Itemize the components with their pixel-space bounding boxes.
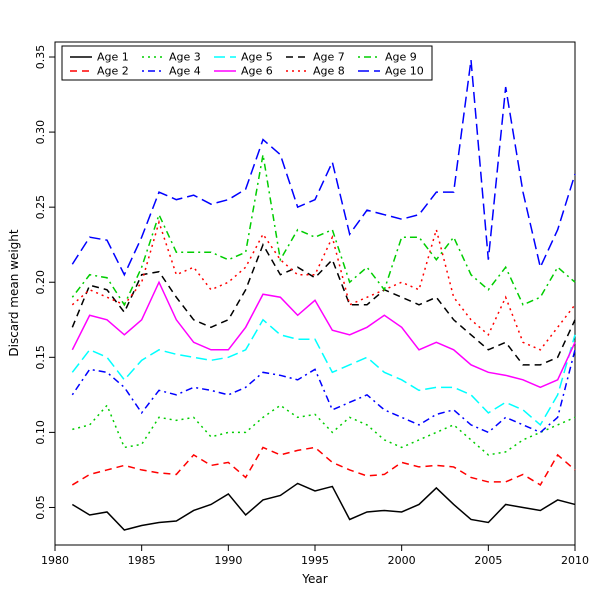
legend-box [61,45,433,81]
x-tick-label: 2000 [388,554,416,567]
legend-item-age-3: Age 3 [142,51,201,64]
y-tick-label: 0.25 [34,195,47,220]
legend-label: Age 6 [241,65,273,78]
legend-item-age-1: Age 1 [70,51,129,64]
legend-label: Age 1 [97,51,129,64]
legend-label: Age 4 [169,65,201,78]
series-line-age-2 [71,446,576,486]
series-line-age-3 [72,403,576,456]
legend-label: Age 10 [385,65,424,78]
legend-item-age-2: Age 2 [70,65,129,78]
x-tick-label: 2005 [474,554,502,567]
series-line-age-10 [71,59,576,277]
y-tick-label: 0.30 [34,120,47,145]
legend-item-age-6: Age 6 [214,65,273,78]
legend-label: Age 3 [169,51,201,64]
y-tick-label: 0.20 [34,270,47,295]
series-line-age-1 [71,482,576,531]
series-line-age-9 [71,154,576,307]
legend-label: Age 7 [313,51,345,64]
x-tick-label: 1985 [128,554,156,567]
x-tick-label: 2010 [561,554,589,567]
x-tick-label: 1980 [41,554,69,567]
legend-item-age-4: Age 4 [142,65,201,78]
legend-label: Age 8 [313,65,345,78]
legend-item-age-5: Age 5 [214,51,273,64]
x-axis-title: Year [302,572,328,586]
legend-label: Age 5 [241,51,273,64]
series-line-age-5 [71,318,576,427]
legend-item-age-7: Age 7 [286,51,345,64]
y-tick-label: 0.35 [34,45,47,69]
y-axis-title: Discard mean weight [7,229,21,357]
legend-item-age-10: Age 10 [358,65,424,78]
y-tick-label: 0.10 [34,420,47,445]
legend-label: Age 9 [385,51,417,64]
x-tick-label: 1990 [214,554,242,567]
legend-label: Age 2 [97,65,129,78]
legend-item-age-9: Age 9 [358,51,417,64]
y-tick-label: 0.15 [34,345,47,370]
series-line-age-4 [71,349,576,434]
series-line-age-6 [71,280,576,389]
series-line-age-8 [71,219,576,351]
legend-item-age-8: Age 8 [286,65,345,78]
y-tick-label: 0.05 [34,495,47,519]
x-tick-label: 1995 [301,554,329,567]
series-line-age-7 [71,242,576,366]
